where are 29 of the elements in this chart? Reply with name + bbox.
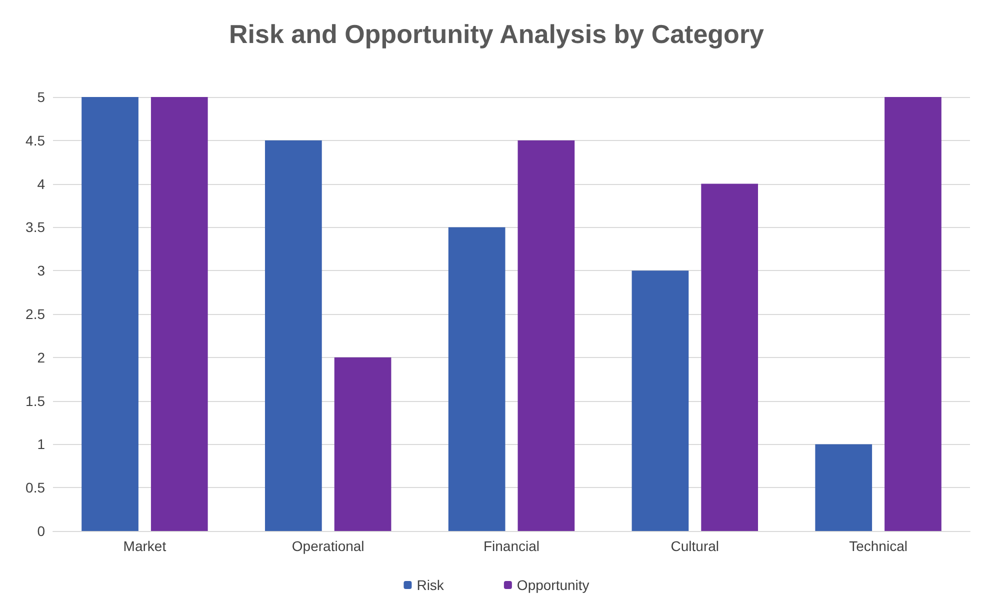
bar	[82, 97, 138, 531]
x-tick-label: Market	[123, 538, 166, 554]
y-tick-label: 1	[37, 436, 46, 452]
y-tick-label: 2.5	[26, 306, 46, 322]
bar	[815, 444, 872, 531]
y-tick-label: 3.5	[26, 219, 46, 236]
bar	[264, 140, 322, 531]
y-tick-label: 4	[37, 176, 46, 192]
y-tick-label: 2	[37, 349, 46, 366]
y-tick-label: 3	[37, 262, 46, 279]
chart-title: Risk and Opportunity Analysis by Category	[228, 19, 765, 49]
bar	[334, 357, 392, 531]
bar	[701, 184, 758, 531]
bar	[518, 140, 575, 531]
bar	[632, 270, 689, 531]
y-tick-label: 0	[37, 523, 46, 539]
x-tick-label: Operational	[292, 538, 364, 554]
y-tick-label: 1.5	[26, 392, 46, 409]
y-tick-label: 5	[37, 89, 46, 105]
y-tick-label: 0.5	[26, 480, 46, 496]
bar	[884, 97, 942, 531]
x-tick-label: Cultural	[670, 538, 720, 554]
legend-label: Risk	[416, 577, 445, 593]
bar	[448, 227, 506, 531]
x-tick-label: Financial	[483, 538, 540, 554]
bar	[150, 97, 208, 531]
y-tick-label: 4.5	[26, 132, 46, 148]
x-tick-label: Technical	[849, 538, 908, 554]
legend-label: Opportunity	[516, 577, 590, 593]
